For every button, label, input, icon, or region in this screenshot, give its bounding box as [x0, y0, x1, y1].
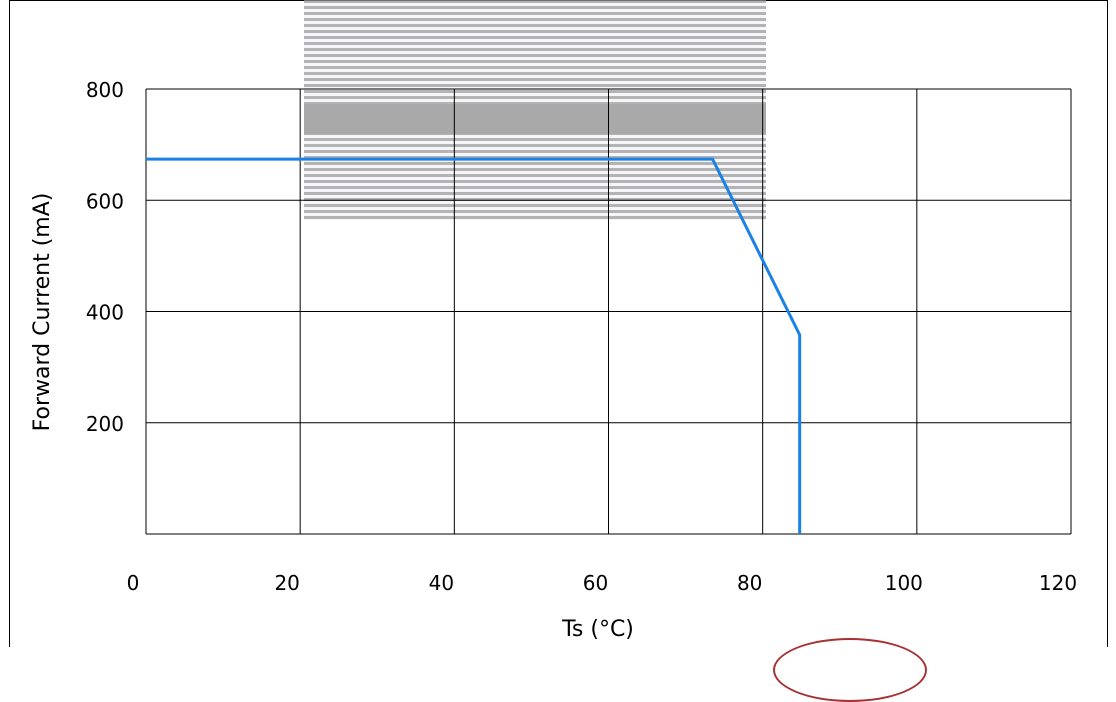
y-tick-label-800: 800 — [86, 78, 124, 102]
stamp-outline — [773, 638, 927, 702]
x-tick-label-120: 120 — [1039, 571, 1077, 595]
grid-lines — [145, 88, 1072, 535]
plot-area: 0 20 40 60 80 100 120 200 400 600 800 Ts (°C) Forw… — [30, 78, 1077, 642]
x-tick-label-80: 80 — [737, 571, 762, 595]
x-tick-label-60: 60 — [583, 571, 608, 595]
x-tick-label-20: 20 — [274, 571, 299, 595]
image-artifact-band — [304, 104, 766, 134]
y-tick-label-200: 200 — [86, 412, 124, 436]
x-tick-label-40: 40 — [429, 571, 454, 595]
frame-right-border — [1107, 0, 1108, 647]
y-tick-label-400: 400 — [86, 301, 124, 325]
x-axis-label: Ts (°C) — [561, 617, 634, 642]
chart: 0 20 40 60 80 100 120 200 400 600 800 Ts (°C) Forw… — [9, 0, 1108, 702]
frame-left-border — [9, 0, 10, 647]
series-line-0 — [146, 157, 802, 534]
x-tick-label-0: 0 — [127, 571, 140, 595]
series-layer — [146, 157, 802, 534]
x-tick-label-100: 100 — [885, 571, 923, 595]
y-tick-label-600: 600 — [86, 189, 124, 213]
y-axis-label: Forward Current (mA) — [30, 193, 55, 432]
tick-labels: 0 20 40 60 80 100 120 200 400 600 800 — [86, 78, 1077, 595]
